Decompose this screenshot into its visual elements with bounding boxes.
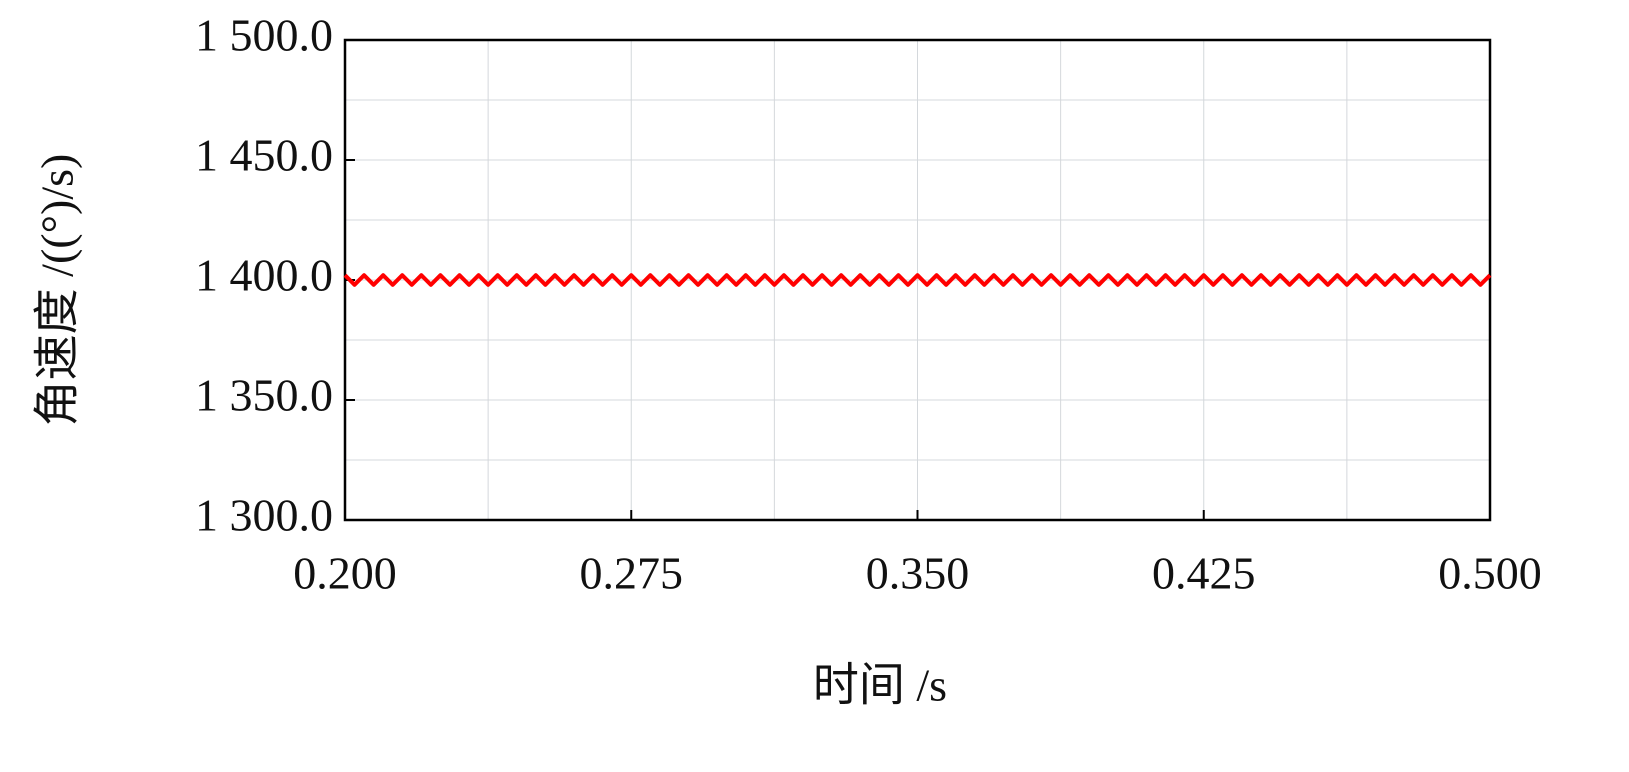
y-tick-label: 1 300.0 <box>195 490 333 541</box>
y-tick-label: 1 450.0 <box>195 130 333 181</box>
x-tick-label: 0.275 <box>580 548 684 599</box>
x-tick-label: 0.500 <box>1438 548 1542 599</box>
y-tick-label: 1 400.0 <box>195 250 333 301</box>
plot-frame <box>343 38 1492 522</box>
x-tick-label: 0.350 <box>866 548 970 599</box>
y-tick-label: 1 350.0 <box>195 370 333 421</box>
data-line <box>343 273 1492 287</box>
x-tick-label: 0.200 <box>293 548 397 599</box>
x-axis-label: 时间 /s <box>813 660 947 711</box>
y-axis-label: 角速度 /((°)/s) <box>32 154 83 427</box>
x-tick-label: 0.425 <box>1152 548 1256 599</box>
y-tick-label: 1 500.0 <box>195 10 333 61</box>
